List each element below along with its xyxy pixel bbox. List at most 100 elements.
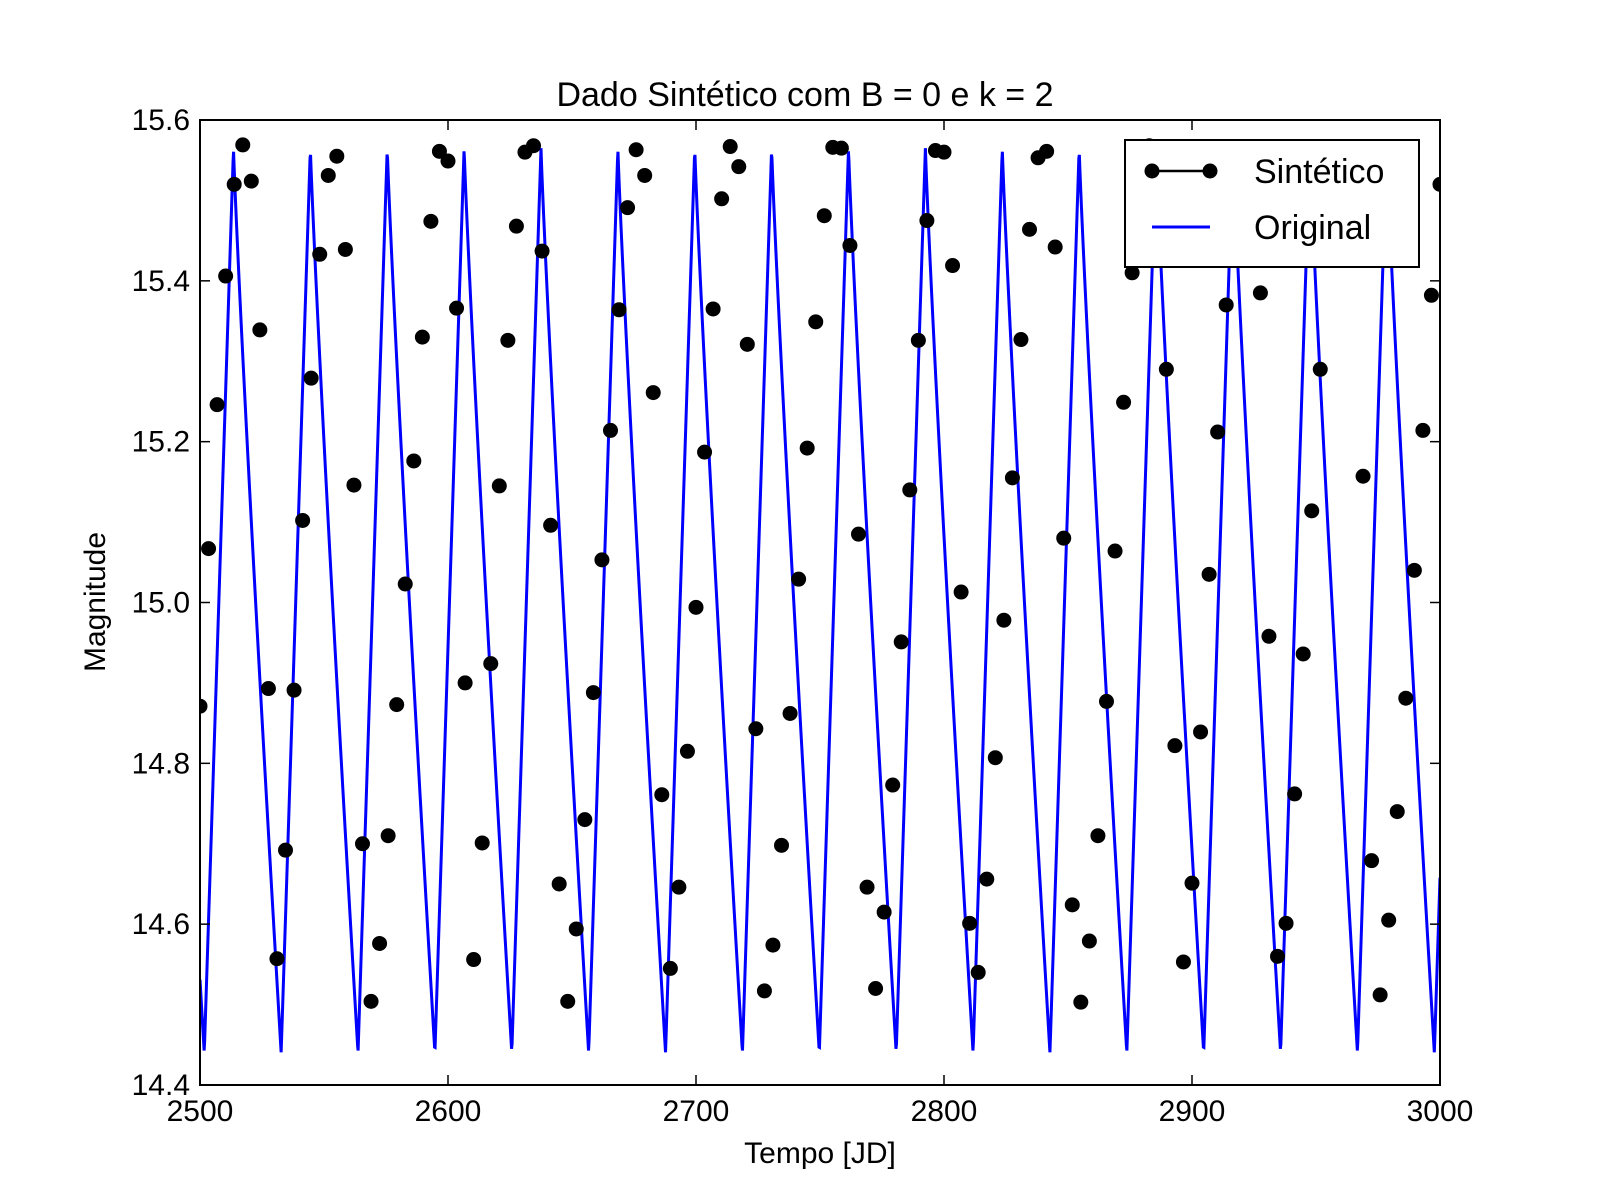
synthetic-point: [654, 787, 670, 803]
synthetic-point: [500, 332, 516, 348]
synthetic-point: [560, 993, 576, 1009]
synthetic-point: [534, 243, 550, 259]
y-tick-label: 15.4: [132, 265, 190, 298]
synthetic-point: [1423, 287, 1439, 303]
synthetic-point: [1175, 954, 1191, 970]
synthetic-point: [1398, 690, 1414, 706]
synthetic-point: [1270, 948, 1286, 964]
synthetic-point: [1261, 628, 1277, 644]
synthetic-point: [1381, 912, 1397, 928]
synthetic-point: [1081, 933, 1097, 949]
x-tick-label: 2500: [167, 1095, 234, 1128]
y-tick-label: 15.2: [132, 426, 190, 459]
synthetic-point: [397, 576, 413, 592]
synthetic-point: [1013, 332, 1029, 348]
x-tick-label: 2800: [911, 1095, 978, 1128]
plot-area: [199, 119, 1441, 1086]
synthetic-point: [1372, 987, 1388, 1003]
synthetic-point: [1355, 468, 1371, 484]
synthetic-point: [1116, 394, 1132, 410]
synthetic-point: [637, 167, 653, 183]
synthetic-point: [354, 836, 370, 852]
synthetic-point: [688, 599, 704, 615]
synthetic-point: [337, 241, 353, 257]
synthetic-point: [1415, 422, 1431, 438]
legend-sintetico-marker: [1202, 163, 1218, 179]
synthetic-point: [551, 876, 567, 892]
synthetic-point: [201, 541, 217, 557]
synthetic-point: [406, 453, 422, 469]
synthetic-point: [1201, 566, 1217, 582]
synthetic-point: [218, 268, 234, 284]
synthetic-point: [799, 440, 815, 456]
synthetic-point: [885, 777, 901, 793]
synthetic-point: [868, 981, 884, 996]
synthetic-point: [235, 137, 251, 153]
synthetic-point: [1389, 804, 1405, 820]
synthetic-point: [765, 937, 781, 953]
synthetic-point: [1364, 853, 1380, 869]
synthetic-point: [910, 332, 926, 348]
synthetic-point: [739, 336, 755, 352]
synthetic-point: [278, 842, 294, 858]
synthetic-point: [1184, 875, 1200, 891]
synthetic-point: [577, 812, 593, 828]
y-axis-label: Magnitude: [79, 532, 112, 672]
synthetic-point: [329, 148, 345, 164]
synthetic-point: [705, 301, 721, 317]
synthetic-point: [842, 237, 858, 253]
synthetic-point: [1218, 297, 1234, 313]
synthetic-series: [200, 137, 1440, 1010]
plot-frame: [199, 119, 1441, 1086]
synthetic-point: [970, 964, 986, 980]
synthetic-point: [774, 837, 790, 853]
y-tick-label: 14.8: [132, 747, 190, 780]
synthetic-point: [859, 879, 875, 895]
synthetic-point: [594, 552, 610, 568]
synthetic-point: [269, 951, 285, 967]
x-tick-label: 3000: [1407, 1095, 1474, 1128]
synthetic-point: [209, 397, 225, 413]
synthetic-point: [295, 512, 311, 528]
synthetic-point: [526, 138, 542, 154]
synthetic-point: [962, 915, 978, 931]
synthetic-point: [876, 904, 892, 920]
synthetic-point: [320, 167, 336, 183]
synthetic-point: [919, 213, 935, 229]
x-tick-label: 2700: [663, 1095, 730, 1128]
synthetic-point: [1098, 693, 1114, 709]
y-tick-label: 15.0: [132, 587, 190, 620]
synthetic-point: [286, 682, 302, 698]
synthetic-point: [893, 634, 909, 650]
synthetic-point: [389, 697, 405, 713]
synthetic-point: [260, 681, 276, 697]
synthetic-point: [782, 705, 798, 721]
synthetic-point: [1090, 828, 1106, 844]
synthetic-point: [816, 208, 832, 224]
synthetic-point: [414, 329, 430, 345]
synthetic-point: [252, 322, 268, 338]
y-tick-label: 15.6: [132, 104, 190, 137]
synthetic-point: [1039, 143, 1055, 159]
synthetic-point: [491, 478, 507, 494]
synthetic-point: [850, 526, 866, 542]
synthetic-point: [987, 750, 1003, 766]
synthetic-point: [1167, 738, 1183, 754]
synthetic-point: [902, 482, 918, 498]
synthetic-point: [996, 612, 1012, 628]
synthetic-point: [423, 213, 439, 229]
synthetic-point: [1064, 897, 1080, 913]
synthetic-point: [1193, 724, 1209, 740]
synthetic-point: [1252, 285, 1268, 301]
synthetic-point: [303, 370, 319, 386]
synthetic-point: [1304, 503, 1320, 519]
legend: Sintético Original: [1124, 139, 1420, 268]
synthetic-point: [833, 140, 849, 156]
synthetic-point: [1107, 543, 1123, 559]
synthetic-point: [1056, 530, 1072, 546]
synthetic-point: [1073, 994, 1089, 1010]
synthetic-point: [791, 571, 807, 587]
synthetic-point: [714, 191, 730, 207]
synthetic-point: [748, 721, 764, 737]
synthetic-point: [346, 477, 362, 493]
